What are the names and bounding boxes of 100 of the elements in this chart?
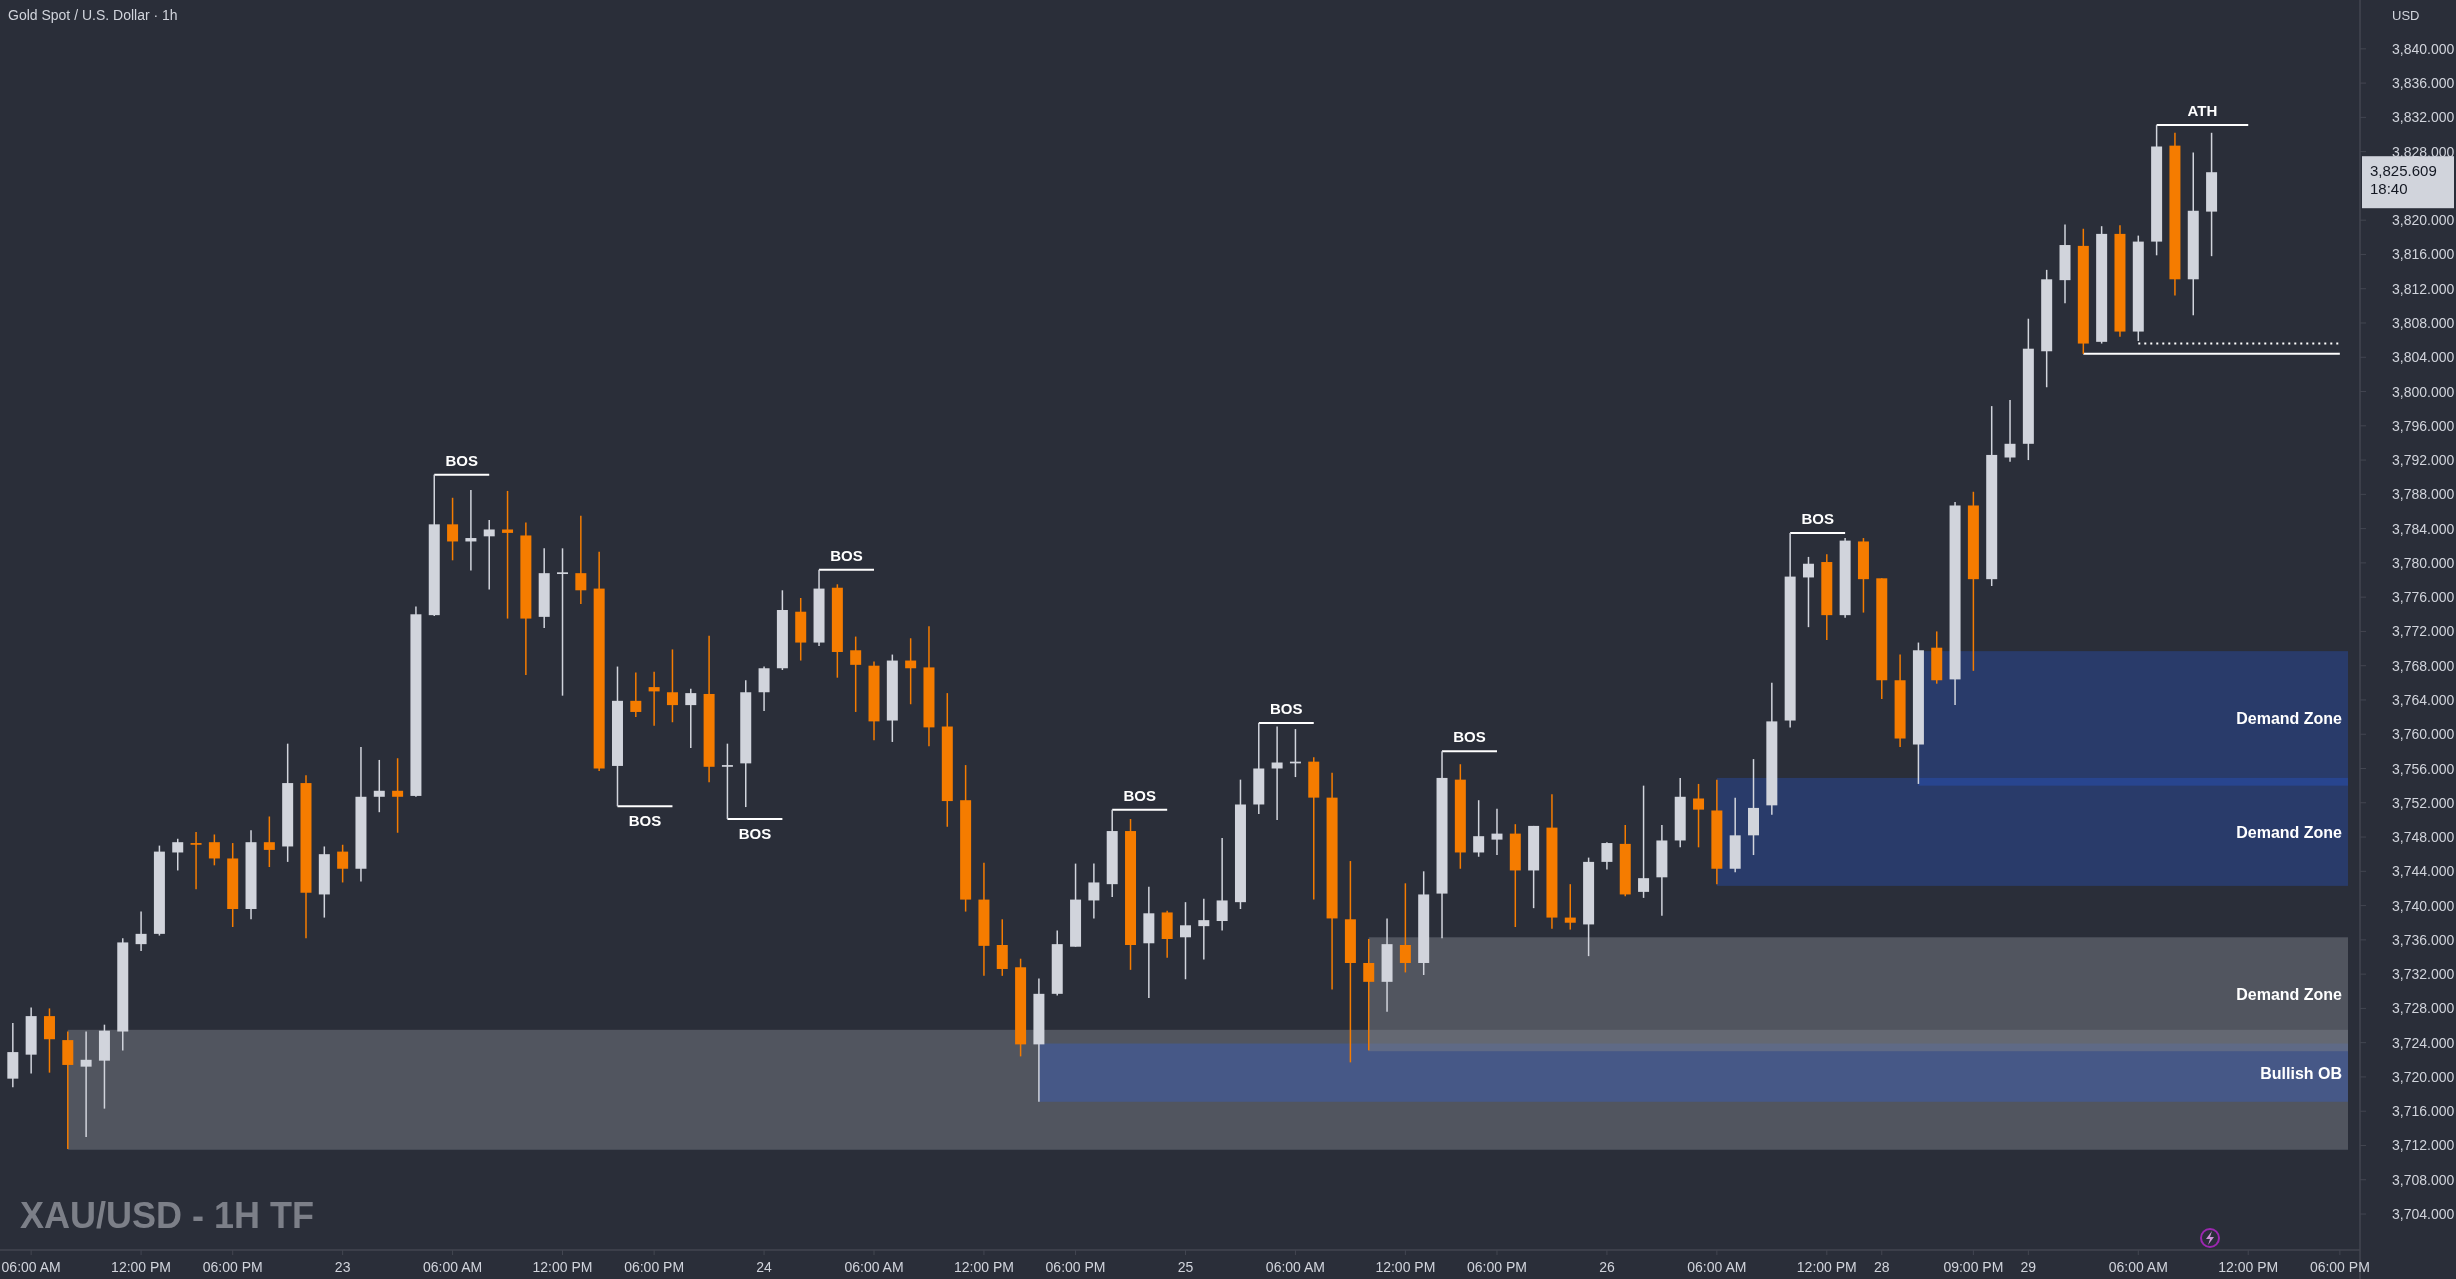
series-label: BOS — [1270, 700, 1303, 718]
candlestick — [392, 757, 404, 834]
x-tick-label: 23 — [334, 1259, 351, 1275]
y-tick-label: 3,760.000 — [2392, 726, 2455, 743]
y-tick-label: 3,728.000 — [2392, 1000, 2455, 1017]
x-tick-label: 06:00 AM — [844, 1259, 904, 1275]
candlestick — [905, 637, 917, 705]
x-tick-label: 29 — [2020, 1259, 2037, 1275]
band-label: Demand Zone — [2236, 710, 2343, 728]
y-tick-label: 3,820.000 — [2392, 212, 2455, 229]
y-tick-label: 3,800.000 — [2392, 383, 2455, 400]
series-label: BOS — [738, 825, 772, 843]
y-tick-label: 3,720.000 — [2392, 1068, 2455, 1085]
series-label: BOS — [1801, 509, 1834, 527]
y-tick-label: 3,780.000 — [2392, 554, 2455, 571]
y-tick-label: 3,704.000 — [2392, 1206, 2455, 1223]
series-label: ATH — [2187, 102, 2218, 120]
y-tick-label: 3,828.000 — [2392, 143, 2455, 160]
candlestick — [1363, 938, 1375, 1052]
x-tick-label: 24 — [756, 1259, 773, 1275]
x-tick-label: 12:00 PM — [953, 1259, 1014, 1275]
y-tick-label: 3,832.000 — [2392, 109, 2455, 126]
x-tick-label: 06:00 PM — [624, 1259, 685, 1275]
x-tick-label: 06:00 PM — [2309, 1259, 2370, 1275]
candlestick — [1491, 808, 1503, 856]
candlestick — [1693, 783, 1705, 849]
y-tick-label: 3,812.000 — [2392, 280, 2455, 297]
y-tick-label: 3,740.000 — [2392, 897, 2455, 914]
x-tick-label: 06:00 PM — [202, 1259, 263, 1275]
candlestick — [1198, 897, 1210, 961]
candlestick — [447, 497, 459, 562]
x-tick-label: 12:00 PM — [111, 1259, 172, 1275]
candlestick — [1216, 837, 1228, 932]
candlestick — [685, 688, 697, 749]
y-tick-label: 3,732.000 — [2392, 966, 2455, 983]
x-tick-label: 12:00 PM — [532, 1259, 593, 1275]
x-tick-label: 25 — [1177, 1259, 1194, 1275]
candlestick — [630, 671, 642, 718]
y-tick-label: 3,712.000 — [2392, 1137, 2455, 1154]
series-label: BOS — [830, 546, 863, 564]
candlestick — [263, 815, 275, 868]
candlestick — [557, 547, 569, 697]
candlestick — [1271, 725, 1283, 821]
y-tick-label: 3,716.000 — [2392, 1103, 2455, 1120]
x-tick-label: 28 — [1873, 1259, 1890, 1275]
x-tick-label: 12:00 PM — [1796, 1259, 1857, 1275]
candlestick — [648, 670, 660, 727]
series-label: BOS — [1123, 786, 1156, 804]
x-tick-label: 06:00 AM — [1265, 1259, 1326, 1275]
text: XAU/USD - 1H TF — [20, 1195, 315, 1236]
candlestick — [172, 838, 184, 872]
x-tick-label: 06:00 PM — [1045, 1259, 1106, 1275]
candlestick — [190, 831, 202, 891]
candlestick — [502, 490, 514, 620]
x-tick-label: 06:00 AM — [1687, 1259, 1747, 1275]
candlestick — [1088, 862, 1100, 920]
y-tick-label: 3,744.000 — [2392, 863, 2455, 880]
candlestick — [996, 918, 1008, 977]
band-label: Demand Zone — [2236, 986, 2343, 1004]
text: Gold Spot / U.S. Dollar · 1h — [8, 7, 178, 23]
band-label: Bullish OB — [2260, 1064, 2342, 1082]
text: 3,825.609 — [2370, 162, 2437, 180]
x-tick-label: 09:00 PM — [1943, 1259, 2004, 1275]
candlestick — [1564, 883, 1576, 931]
y-tick-label: 3,748.000 — [2392, 829, 2455, 846]
y-tick-label: 3,756.000 — [2392, 760, 2455, 777]
y-tick-label: 3,768.000 — [2392, 657, 2455, 674]
candlestick — [337, 844, 349, 884]
candlestick — [1473, 799, 1485, 858]
y-tick-label: 3,772.000 — [2392, 623, 2455, 640]
candlestick — [1399, 882, 1411, 974]
candlestick — [850, 635, 862, 713]
candlestick — [1802, 556, 1814, 628]
x-tick-label: 06:00 AM — [423, 1259, 483, 1275]
y-tick-label: 3,708.000 — [2392, 1171, 2455, 1188]
x-tick-label: 26 — [1599, 1259, 1615, 1275]
band-label: Demand Zone — [2236, 823, 2343, 841]
y-tick-label: 3,796.000 — [2392, 417, 2455, 434]
y-tick-label: 3,792.000 — [2392, 452, 2455, 469]
x-tick-label: 12:00 PM — [2218, 1259, 2279, 1275]
candlestick — [2004, 399, 2016, 463]
y-tick-label: 3,836.000 — [2392, 75, 2455, 92]
series-label: BOS — [628, 812, 662, 830]
x-tick-label: 06:00 AM — [2108, 1259, 2168, 1275]
candlestick — [208, 833, 220, 867]
candlestick — [721, 742, 733, 820]
y-tick-label: 3,776.000 — [2392, 589, 2455, 606]
y-tick-label: 3,816.000 — [2392, 246, 2455, 263]
candlestick — [758, 665, 770, 712]
y-tick-label: 3,840.000 — [2392, 40, 2455, 57]
x-tick-label: 06:00 PM — [1467, 1259, 1527, 1275]
y-tick-label: 3,808.000 — [2392, 315, 2455, 331]
candlestick — [1638, 784, 1650, 899]
y-tick-label: 3,788.000 — [2392, 486, 2455, 503]
text: 18:40 — [2370, 180, 2408, 198]
candlestick — [43, 1007, 55, 1074]
series-label: BOS — [1453, 728, 1486, 746]
candlestick — [1601, 841, 1613, 871]
candlestick — [483, 519, 495, 591]
candlestick — [135, 910, 147, 952]
